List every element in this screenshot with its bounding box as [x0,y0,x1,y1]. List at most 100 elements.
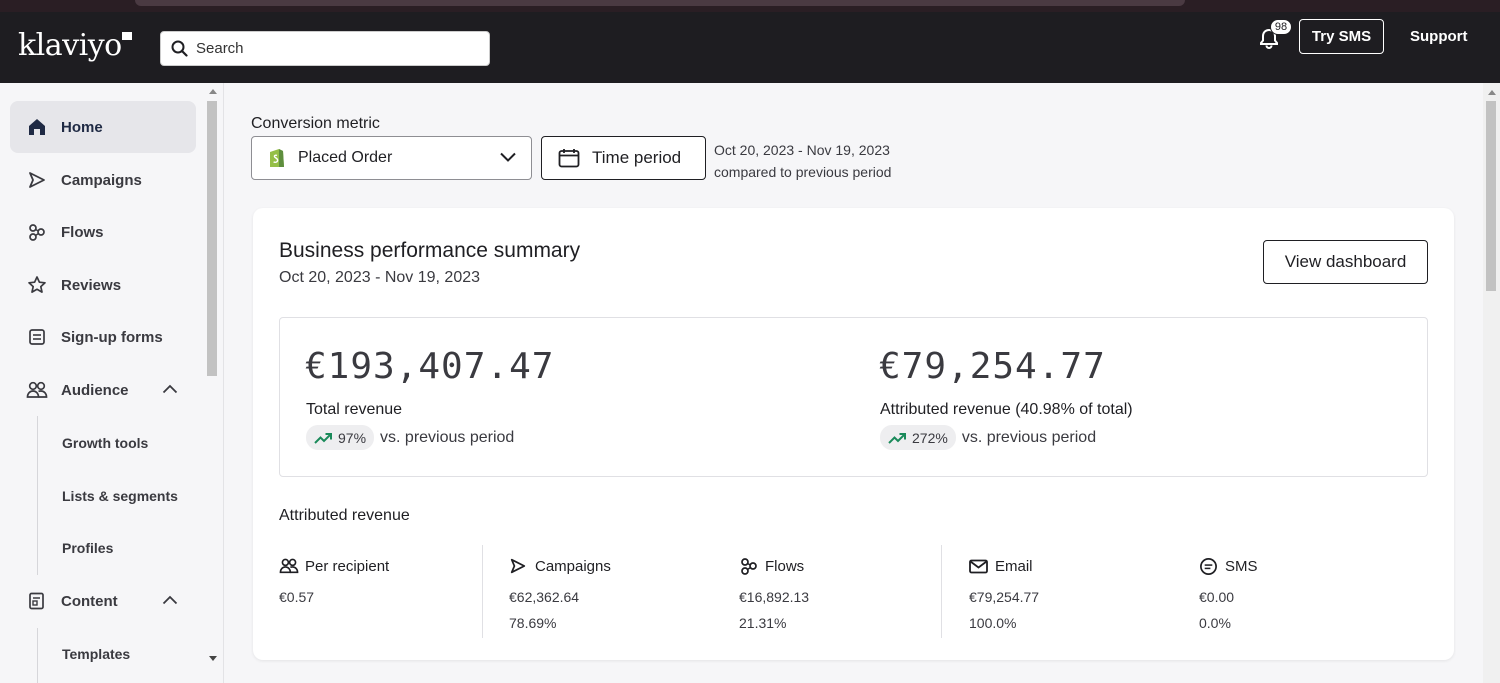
trend-badge: 272% [880,425,956,450]
trend-percent: 272% [912,429,948,446]
column-divider [941,545,942,638]
chevron-up-icon[interactable] [162,384,178,394]
sidebar-item-reviews[interactable]: Reviews [10,259,196,311]
conversion-metric-label: Conversion metric [251,115,380,132]
sidebar-item-label: Sign-up forms [61,328,163,346]
home-icon [29,119,45,135]
sidebar-item-flows[interactable]: Flows [10,206,196,258]
audience-subnav-line [37,416,38,575]
try-sms-button[interactable]: Try SMS [1299,19,1384,54]
main-scroll-up[interactable] [1488,90,1496,95]
logo-flag-icon [121,32,132,40]
total-revenue-trend: 97% vs. previous period [306,425,514,450]
flows-icon [29,224,45,241]
column-label: Campaigns [535,557,611,575]
logo-text: klaviyo [18,28,122,63]
column-value: €62,362.64 [509,589,580,605]
search-input[interactable] [196,40,486,57]
conversion-metric-value: Placed Order [298,149,393,166]
trend-badge: 97% [306,425,375,450]
shopify-icon [270,149,284,167]
sidebar-item-label: Reviews [61,276,122,294]
sidebar-item-campaigns[interactable]: Campaigns [10,154,196,206]
time-period-button[interactable]: Time period [541,136,706,180]
sidebar-item-home[interactable]: Home [10,101,196,153]
time-period-label: Time period [592,148,682,167]
date-range-text: Oct 20, 2023 - Nov 19, 2023 [714,142,890,158]
top-header: klaviyo [0,12,1500,83]
column-label: SMS [1225,557,1258,575]
browser-tab-strip [135,0,1185,6]
attributed-revenue-title: Attributed revenue [279,507,410,524]
sidebar-scroll-down[interactable] [209,656,217,661]
sidebar-item-content[interactable]: Content [10,575,196,627]
send-icon [510,558,526,574]
attributed-revenue-trend: 272% vs. previous period [880,425,1096,450]
main-scrollbar-thumb[interactable] [1486,101,1496,291]
sidebar-item-label: Audience [61,381,129,399]
mail-icon [969,559,988,573]
column-percent: 100.0% [969,615,1017,631]
column-percent: 0.0% [1199,615,1231,631]
content-subnav-line [37,628,38,683]
sidebar-subitem-growth-tools[interactable]: Growth tools [62,435,149,451]
star-icon [28,276,46,293]
flows-column: Flows €16,892.13 21.31% [739,556,809,632]
notification-badge: 98 [1270,19,1292,35]
column-label: Email [995,557,1033,575]
sidebar-item-label: Home [61,118,103,136]
sidebar-scrollbar[interactable] [207,101,217,376]
sidebar-item-signup-forms[interactable]: Sign-up forms [10,311,196,363]
chevron-down-icon [500,152,516,162]
sidebar-item-audience[interactable]: Audience [10,364,196,416]
view-dashboard-button[interactable]: View dashboard [1263,240,1428,284]
conversion-metric-select[interactable]: Placed Order [251,136,532,180]
card-title: Business performance summary [279,239,581,262]
sidebar-item-label: Campaigns [61,171,142,189]
column-value: €16,892.13 [739,589,810,605]
sms-column: SMS €0.00 0.0% [1199,556,1258,632]
attributed-revenue-label: Attributed revenue (40.98% of total) [880,401,1133,418]
revenue-metrics-box [279,317,1428,477]
trend-text: vs. previous period [961,428,1097,446]
email-column: Email €79,254.77 100.0% [969,556,1039,632]
trending-up-icon [888,432,906,444]
klaviyo-logo[interactable]: klaviyo [18,28,132,63]
column-percent: 21.31% [739,615,787,631]
trending-up-icon [314,432,332,444]
flows-icon [741,558,757,575]
per-recipient-column: Per recipient €0.57 [279,556,389,606]
search-icon [171,40,188,57]
column-value: €79,254.77 [969,589,1040,605]
sidebar-subitem-lists-segments[interactable]: Lists & segments [62,488,178,504]
people-icon [26,381,48,398]
support-link[interactable]: Support [1410,28,1468,45]
sidebar-item-label: Content [61,592,118,610]
calendar-icon [558,149,580,168]
attributed-revenue-value: €79,254.77 [879,346,1106,387]
trend-percent: 97% [338,429,367,446]
sidebar-subitem-templates[interactable]: Templates [62,646,131,662]
column-label: Flows [765,557,805,575]
column-divider [482,545,483,638]
column-percent: 78.69% [509,615,557,631]
sidebar-item-label: Flows [61,223,104,241]
card-date-range: Oct 20, 2023 - Nov 19, 2023 [279,269,481,286]
browser-top-strip [0,0,1500,12]
trend-text: vs. previous period [380,428,515,446]
send-icon [29,172,45,188]
column-value: €0.00 [1199,589,1235,605]
search-box[interactable] [160,31,490,66]
total-revenue-label: Total revenue [306,401,403,418]
sidebar-subitem-profiles[interactable]: Profiles [62,540,114,556]
selected-date-range: Oct 20, 2023 - Nov 19, 2023 compared to … [714,139,891,183]
compare-text: compared to previous period [714,164,892,180]
business-performance-card [253,208,1454,660]
content-icon [29,592,44,610]
chevron-up-icon[interactable] [162,595,178,605]
total-revenue-value: €193,407.47 [305,346,555,387]
column-value: €0.57 [279,589,315,605]
sms-icon [1200,557,1217,575]
people-icon [279,558,299,574]
sidebar-scroll-up[interactable] [209,89,217,94]
